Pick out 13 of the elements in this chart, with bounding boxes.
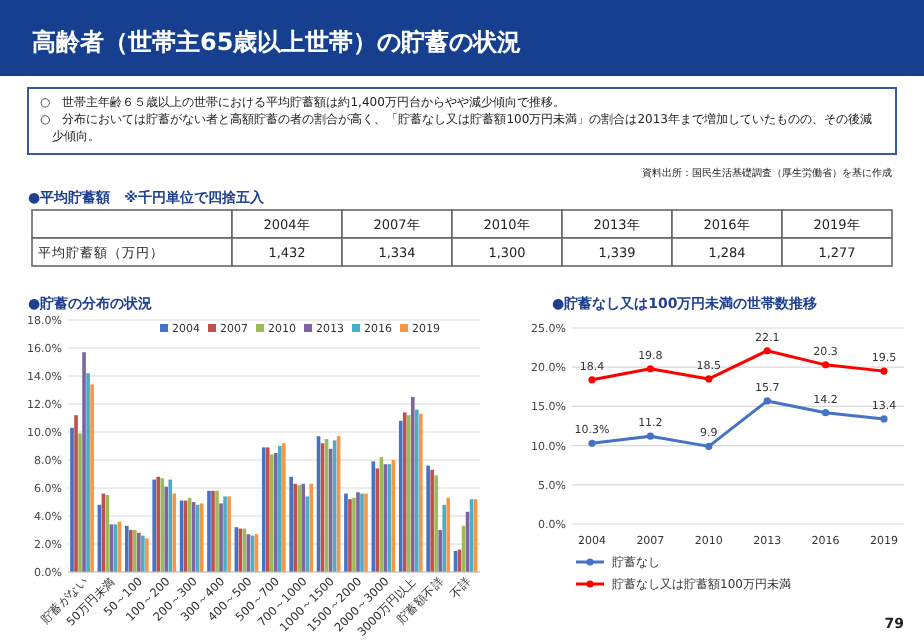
text: 高齢者（世帯主65歳以上世帯）の貯蓄の状況 <box>32 28 522 56</box>
point <box>705 375 713 383</box>
point <box>822 409 830 417</box>
point <box>822 361 830 369</box>
point <box>880 367 888 375</box>
point <box>588 376 596 384</box>
point <box>705 442 713 450</box>
point <box>763 397 771 405</box>
point <box>763 347 771 355</box>
point <box>880 415 888 423</box>
point <box>588 439 596 447</box>
point <box>646 365 654 373</box>
point <box>646 432 654 440</box>
